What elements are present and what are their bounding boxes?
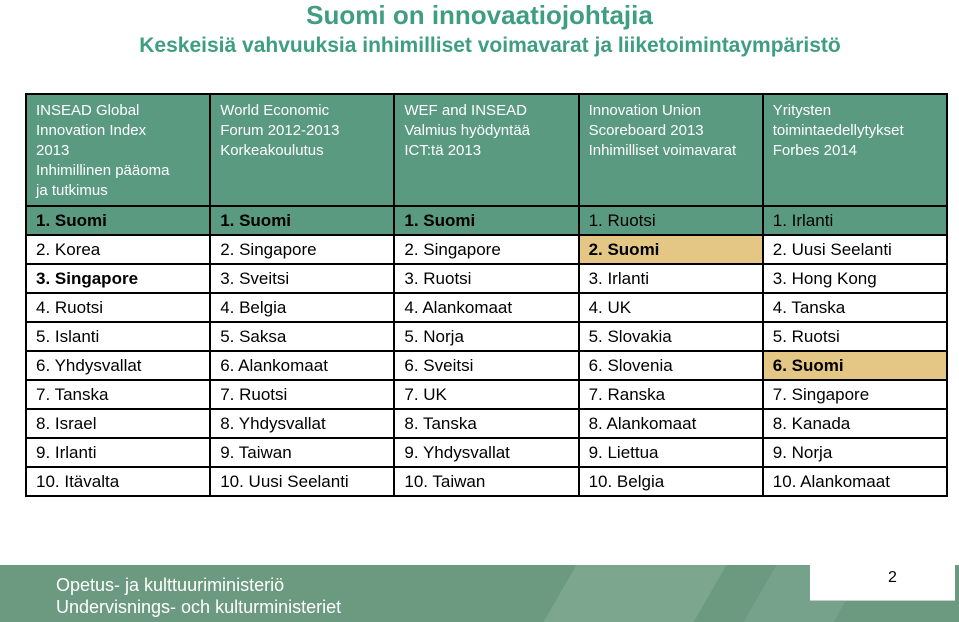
table-cell: 7. Singapore (761, 379, 949, 410)
slide-subtitle: Keskeisiä vahvuuksia inhimilliset voimav… (139, 34, 841, 57)
ranking-table: INSEAD Global Innovation Index 2013 Inhi… (24, 93, 949, 497)
table-cell: 3. Singapore (24, 263, 212, 294)
table-cell: 10. Taiwan (393, 466, 580, 497)
table-cell: 7. Ranska (577, 379, 764, 410)
table-row: 9. Irlanti 9. Taiwan 9. Yhdysvallat 9. L… (24, 437, 949, 468)
table-cell: 4. UK (577, 292, 764, 323)
column-header-wef: World Economic Forum 2012-2013 Korkeakou… (209, 93, 396, 207)
table-row: 4. Ruotsi 4. Belgia 4. Alankomaat 4. UK … (24, 292, 949, 323)
table-row: 3. Singapore 3. Sveitsi 3. Ruotsi 3. Irl… (24, 263, 949, 294)
table-cell: 10. Belgia (577, 466, 764, 497)
table-cell: 3. Irlanti (577, 263, 764, 294)
ministry-name-fi: Opetus- ja kulttuuriministeriö (56, 575, 285, 595)
table-cell: 5. Ruotsi (761, 321, 949, 352)
table-cell: 2. Uusi Seelanti (761, 234, 949, 265)
table-cell: 4. Ruotsi (24, 292, 212, 323)
table-row: 5. Islanti 5. Saksa 5. Norja 5. Slovakia… (24, 321, 949, 352)
column-header-innovation-union: Innovation Union Scoreboard 2013 Inhimil… (577, 93, 764, 207)
table-cell: 3. Sveitsi (209, 263, 396, 294)
table-cell: 8. Kanada (761, 408, 949, 439)
table-cell: 3. Hong Kong (761, 263, 949, 294)
table-cell: 4. Belgia (209, 292, 396, 323)
table-cell: 10. Itävalta (24, 466, 212, 497)
table-cell: 6. Sveitsi (393, 350, 580, 381)
table-cell: 7. UK (393, 379, 580, 410)
table-cell: 9. Yhdysvallat (393, 437, 580, 468)
table-row: 10. Itävalta 10. Uusi Seelanti 10. Taiwa… (24, 466, 949, 497)
table-cell: 5. Slovakia (577, 321, 764, 352)
ministry-name-sv: Undervisnings- och kulturministeriet (56, 597, 342, 617)
footer-decoration (543, 565, 727, 622)
table-cell: 3. Ruotsi (393, 263, 580, 294)
table-cell: 8. Tanska (393, 408, 580, 439)
table-cell: 2. Singapore (209, 234, 396, 265)
table-cell: 5. Islanti (24, 321, 212, 352)
column-header-wef-insead: WEF and INSEAD Valmius hyödyntää ICT:tä … (393, 93, 580, 207)
table-cell: 1. Suomi (24, 205, 212, 236)
table-row: 2. Korea 2. Singapore 2. Singapore 2. Su… (24, 234, 949, 265)
table-cell: 6. Alankomaat (209, 350, 396, 381)
page-number-box (810, 556, 955, 601)
slide-title: Suomi on innovaatiojohtajia (306, 0, 653, 30)
table-cell: 2. Singapore (393, 234, 580, 265)
table-row: 8. Israel 8. Yhdysvallat 8. Tanska 8. Al… (24, 408, 949, 439)
page-number: 2 (888, 569, 897, 586)
table-cell: 5. Saksa (209, 321, 396, 352)
table-cell: 9. Liettua (577, 437, 764, 468)
table-cell: 6. Slovenia (577, 350, 764, 381)
column-header-forbes: Yritysten toimintaedellytykset Forbes 20… (761, 93, 949, 207)
table-cell: 8. Israel (24, 408, 212, 439)
table-header-row: INSEAD Global Innovation Index 2013 Inhi… (24, 93, 949, 207)
footer-band (0, 565, 959, 622)
table-cell: 9. Taiwan (209, 437, 396, 468)
table-cell: 1. Ruotsi (577, 205, 764, 236)
table-cell-highlighted: 2. Suomi (577, 234, 764, 265)
table-cell: 5. Norja (393, 321, 580, 352)
table-cell-highlighted: 6. Suomi (761, 350, 949, 381)
table-cell: 1. Suomi (393, 205, 580, 236)
table-cell: 8. Alankomaat (577, 408, 764, 439)
table-row: 6. Yhdysvallat 6. Alankomaat 6. Sveitsi … (24, 350, 949, 381)
table-cell: 4. Tanska (761, 292, 949, 323)
table-cell: 4. Alankomaat (393, 292, 580, 323)
table-cell: 7. Ruotsi (209, 379, 396, 410)
table-cell: 6. Yhdysvallat (24, 350, 212, 381)
ministry-logo-text: Opetus- ja kulttuuriministeriö Undervisn… (56, 574, 341, 618)
table-cell: 2. Korea (24, 234, 212, 265)
table-cell: 1. Suomi (209, 205, 396, 236)
column-header-insead: INSEAD Global Innovation Index 2013 Inhi… (24, 93, 212, 207)
table-cell: 9. Norja (761, 437, 949, 468)
table-cell: 9. Irlanti (24, 437, 212, 468)
table-row: 1. Suomi 1. Suomi 1. Suomi 1. Ruotsi 1. … (24, 205, 949, 236)
table-cell: 7. Tanska (24, 379, 212, 410)
table-cell: 10. Alankomaat (761, 466, 949, 497)
table-cell: 8. Yhdysvallat (209, 408, 396, 439)
table-cell: 10. Uusi Seelanti (209, 466, 396, 497)
table-row: 7. Tanska 7. Ruotsi 7. UK 7. Ranska 7. S… (24, 379, 949, 410)
table-cell: 1. Irlanti (761, 205, 949, 236)
